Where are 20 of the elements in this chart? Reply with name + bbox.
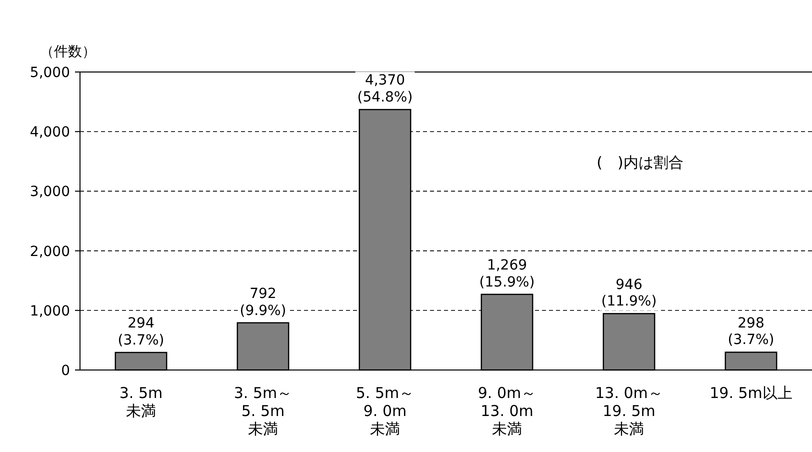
x-tick-label: 3. 5m 未満 — [119, 384, 163, 420]
y-axis-title: （件数） — [40, 44, 96, 60]
data-label: 298 (3.7%) — [728, 315, 774, 348]
x-tick-label: 19. 5m以上 — [710, 384, 792, 402]
data-label: 946 (11.9%) — [601, 276, 657, 310]
data-label: 4,370 (54.8%) — [357, 72, 413, 106]
y-tick-label: 0 — [61, 363, 70, 379]
x-tick-label: 13. 0m～ 19. 5m 未満 — [595, 384, 663, 438]
data-label: 294 (3.7%) — [118, 316, 164, 348]
x-tick-label: 3. 5m～ 5. 5m 未満 — [234, 384, 292, 438]
x-tick-label: 5. 5m～ 9. 0m 未満 — [356, 384, 414, 438]
y-tick-label: 3,000 — [30, 184, 70, 200]
data-label: 1,269 (15.9%) — [479, 258, 535, 290]
y-tick-label: 5,000 — [30, 65, 70, 81]
annotation: ( )内は割合 — [596, 153, 684, 172]
y-tick-label: 4,000 — [30, 124, 70, 141]
x-tick-label: 9. 0m～ 13. 0m 未満 — [478, 384, 536, 438]
data-label: 792 (9.9%) — [240, 286, 286, 319]
y-tick-label: 2,000 — [30, 244, 70, 260]
y-tick-label: 1,000 — [30, 303, 70, 320]
